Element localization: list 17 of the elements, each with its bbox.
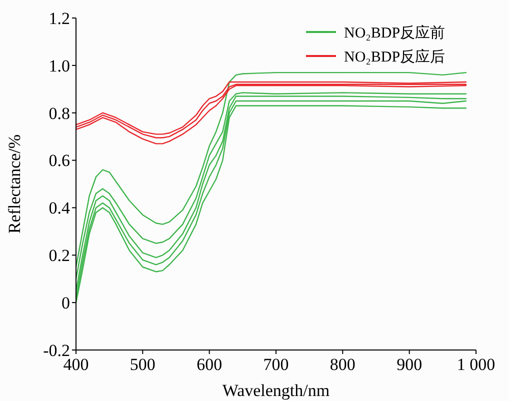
y-tick-label: 1.0: [48, 56, 70, 76]
y-tick-label: 0.8: [48, 104, 70, 123]
x-tick-label: 500: [130, 355, 156, 374]
x-tick-label: 900: [396, 355, 422, 374]
legend-label: NO₂BDP反应后: [344, 48, 446, 66]
y-tick-label: 0: [62, 294, 70, 313]
y-tick-label: 1.2: [48, 8, 70, 28]
x-tick-label: 1 000: [456, 355, 496, 374]
y-tick-label: 0.4: [48, 198, 70, 218]
legend-label: NO₂BDP反应前: [344, 24, 446, 42]
x-axis-title: Wavelength/nm: [222, 381, 330, 400]
y-axis-title: Reflectance/%: [5, 134, 24, 234]
x-tick-label: 600: [196, 355, 222, 374]
x-tick-label: 800: [330, 355, 356, 374]
y-tick-label: 0.2: [48, 246, 70, 266]
x-tick-label: 700: [263, 355, 289, 374]
y-tick-label: 0.6: [48, 151, 70, 170]
